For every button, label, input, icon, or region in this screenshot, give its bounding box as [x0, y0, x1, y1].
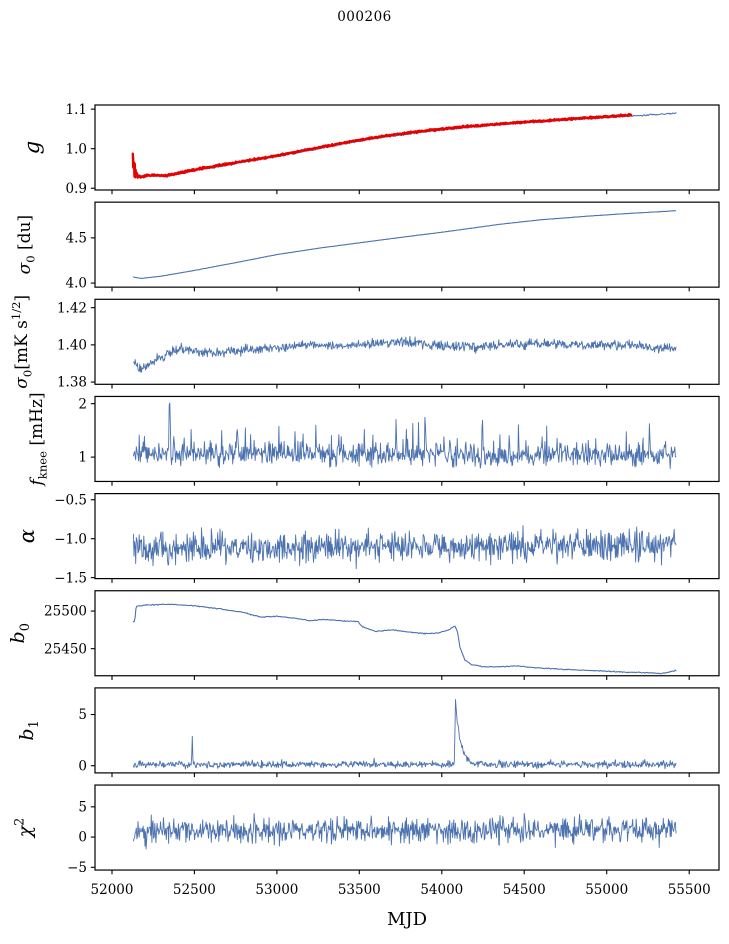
- y-tick-label: 1.42: [57, 300, 87, 316]
- panel-alpha-spines: [94, 493, 720, 580]
- panel-sigma0_du-series-0: [132, 210, 677, 280]
- panel-sigma0_du: 4.0 4.5: [66, 201, 720, 292]
- ylabel-sigma0_mks: σ0[mK s1/2]: [9, 295, 34, 389]
- panel-g: 0.9 1.0 1.1: [66, 102, 720, 197]
- panel-chi2: −5 0 5: [67, 784, 720, 876]
- ylabel-sigma0_du: σ0 [du]: [15, 215, 37, 275]
- panel-alpha-series-0: [132, 525, 677, 570]
- y-tick-label: −1.5: [54, 570, 87, 586]
- panel-chi2-spines: [94, 784, 720, 871]
- panel-b0-bg: [95, 590, 719, 676]
- y-tick-label: 4.5: [66, 230, 87, 246]
- y-tick-label: 2: [78, 396, 87, 412]
- ylabel-chi2: χ2: [12, 818, 36, 840]
- panel-g-spines: [94, 104, 720, 191]
- y-tick-label: 25500: [44, 604, 87, 620]
- panel-g-bg: [95, 105, 719, 190]
- panel-b1-bg: [95, 687, 719, 773]
- y-tick-label: −1.0: [54, 531, 87, 547]
- ylabel-f_knee: fknee [mHz]: [27, 392, 49, 487]
- y-tick-label: 25450: [44, 641, 87, 657]
- ylabel-alpha: α: [15, 529, 39, 543]
- panel-sigma0_mks: 1.38 1.40 1.42: [57, 298, 720, 391]
- y-tick-label: −5: [67, 860, 87, 876]
- y-tick-label: 1.40: [57, 337, 87, 353]
- y-tick-label: 5: [78, 707, 87, 723]
- panel-b1-series-0: [132, 699, 677, 770]
- ylabel-b1: b1: [16, 720, 42, 740]
- panel-b0: 25450 25500: [44, 590, 720, 680]
- y-tick-label: −0.5: [54, 492, 87, 508]
- panel-f_knee: 12: [78, 395, 720, 486]
- x-tick-label: 55000: [585, 882, 628, 898]
- panel-chi2-series-0: [132, 812, 677, 850]
- ylabel-g: g: [20, 141, 44, 154]
- y-tick-label: 1.0: [66, 141, 87, 157]
- x-tick-label: 54500: [503, 882, 546, 898]
- x-axis-label: MJD: [387, 909, 427, 930]
- panel-sigma0_du-bg: [95, 202, 719, 288]
- y-tick-label: 0.9: [66, 181, 87, 197]
- y-tick-label: 5: [78, 799, 87, 815]
- figure-title: 000206: [337, 9, 392, 25]
- panel-alpha: −1.5 −1.0 −0.5: [54, 492, 720, 586]
- y-tick-label: 4.0: [66, 276, 87, 292]
- x-tick-label: 55500: [668, 882, 711, 898]
- panel-f_knee-series-0: [132, 402, 677, 469]
- panel-sigma0_mks-spines: [94, 298, 720, 385]
- x-tick-label: 53000: [255, 882, 298, 898]
- panel-b0-spines: [94, 590, 720, 677]
- panel-g-series-1: [131, 112, 633, 179]
- y-tick-label: 1.1: [66, 102, 87, 118]
- panel-sigma0_mks-series-0: [132, 335, 677, 373]
- panel-alpha-bg: [95, 493, 719, 579]
- y-tick-label: 0: [78, 830, 87, 846]
- y-tick-label: 1.38: [57, 375, 87, 391]
- x-tick-label: 52500: [173, 882, 216, 898]
- panel-b1-spines: [94, 687, 720, 774]
- ylabel-b0: b0: [7, 623, 33, 643]
- x-tick-label: 53500: [338, 882, 381, 898]
- x-tick-label: 54000: [420, 882, 463, 898]
- x-tick-label: 52000: [91, 882, 134, 898]
- panel-sigma0_mks-bg: [95, 299, 719, 385]
- panel-sigma0_du-spines: [94, 201, 720, 288]
- panel-b1: 05: [78, 687, 720, 778]
- y-tick-label: 1: [78, 450, 87, 466]
- y-tick-label: 0: [78, 758, 87, 774]
- panel-b0-series-0: [132, 603, 677, 675]
- panel-f_knee-spines: [94, 395, 720, 483]
